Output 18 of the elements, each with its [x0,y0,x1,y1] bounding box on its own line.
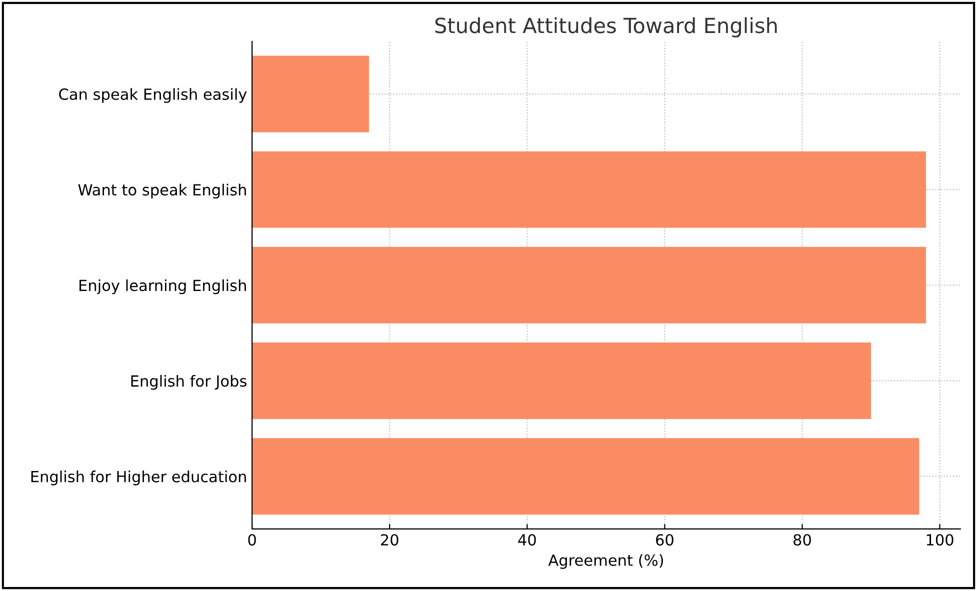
x-tick-label: 100 [926,534,954,546]
y-tick-label: Can speak English easily [59,88,247,103]
bar [252,56,369,132]
y-tick-label: English for Jobs [131,374,246,390]
chart-title: Student Attitudes Toward English [435,17,777,38]
x-tick-label: 80 [794,534,811,546]
bar [252,342,871,419]
x-tick-label: 60 [656,534,674,546]
bar [252,246,926,324]
x-tick-label: 40 [518,534,536,546]
x-axis-title: Agreement (%) [548,554,663,569]
y-tick-label: Enjoy learning English [80,279,246,294]
x-tick-label: 20 [381,534,398,546]
y-tick-label: English for Higher education [31,470,246,486]
y-tick-label: Want to speak English [78,184,246,199]
x-tick-label: 0 [248,534,256,546]
bar [252,151,926,228]
bar [252,438,920,515]
